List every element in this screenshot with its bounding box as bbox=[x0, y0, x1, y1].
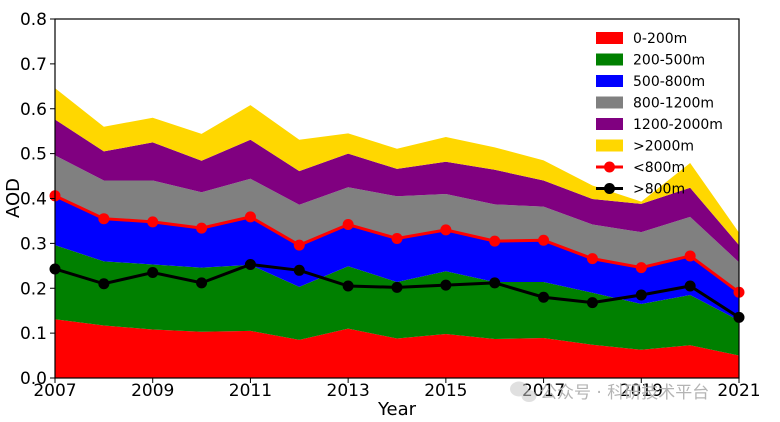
point-above-800m-2019 bbox=[635, 289, 647, 301]
point-below-800m-2017 bbox=[538, 234, 550, 246]
point-above-800m-2010 bbox=[196, 277, 208, 289]
point-above-800m-2020 bbox=[684, 280, 696, 292]
legend-label-3: 800-1200m bbox=[633, 96, 714, 112]
point-above-800m-2015 bbox=[440, 279, 452, 291]
wechat-icon bbox=[510, 381, 537, 402]
point-below-800m-2015 bbox=[440, 224, 452, 236]
legend-swatch-4 bbox=[596, 118, 623, 130]
legend-swatch-1 bbox=[596, 53, 623, 66]
legend-label-2: 500-800m bbox=[633, 74, 705, 90]
point-below-800m-2011 bbox=[244, 211, 256, 223]
x-tick-label-2019: 2019 bbox=[620, 381, 663, 401]
legend-label-4: 1200-2000m bbox=[633, 117, 723, 133]
legend-swatch-5 bbox=[596, 139, 623, 152]
area-1200-2000m-4 bbox=[55, 119, 739, 263]
point-above-800m-2011 bbox=[244, 258, 256, 270]
y-tick-label-0.5: 0.5 bbox=[20, 145, 47, 165]
y-tick-label-0.4: 0.4 bbox=[20, 190, 47, 210]
legend-swatch-3 bbox=[596, 96, 623, 109]
legend-marker-0 bbox=[604, 161, 615, 173]
point-above-800m-2013 bbox=[342, 280, 354, 292]
point-below-800m-2010 bbox=[196, 222, 208, 234]
point-above-800m-2012 bbox=[293, 264, 305, 276]
x-tick-label-2021: 2021 bbox=[717, 381, 760, 401]
point-above-800m-2016 bbox=[489, 277, 501, 289]
x-axis-ticks: 2007 2009 2011 2013 2015 2017 2019 2021 bbox=[33, 378, 761, 401]
point-above-800m-2018 bbox=[586, 297, 598, 309]
point-above-800m-2014 bbox=[391, 281, 403, 293]
point-below-800m-2016 bbox=[489, 235, 501, 247]
legend-line-label-1: >800m bbox=[633, 182, 685, 198]
area-800-1200m-3 bbox=[55, 155, 739, 293]
legend-label-5: >2000m bbox=[633, 139, 694, 155]
area-0-200m-0 bbox=[55, 319, 739, 378]
point-below-800m-2018 bbox=[586, 253, 598, 265]
legend-label-1: 200-500m bbox=[633, 53, 705, 69]
legend: 0-200m 200-500m 500-800m 800-1200m 1200-2000… bbox=[596, 31, 723, 198]
y-axis-ticks: 0.0 0.1 0.2 0.3 0.4 0.5 0.6 0.7 0.8 bbox=[20, 10, 55, 389]
y-tick-label-0.3: 0.3 bbox=[20, 234, 47, 254]
x-axis-label: Year bbox=[377, 399, 417, 420]
x-tick-label-2007: 2007 bbox=[33, 381, 76, 401]
x-tick-label-2013: 2013 bbox=[327, 381, 370, 401]
y-tick-label-0.0: 0.0 bbox=[20, 369, 47, 389]
area-500-800m-2 bbox=[55, 195, 739, 321]
y-tick-label-0.2: 0.2 bbox=[20, 279, 47, 299]
point-above-800m-2009 bbox=[147, 267, 159, 279]
point-above-800m-2008 bbox=[98, 278, 110, 290]
point-below-800m-2014 bbox=[391, 232, 403, 244]
y-tick-label-0.6: 0.6 bbox=[20, 100, 47, 120]
watermark-text: 公众号 · 科研技术平台 bbox=[540, 383, 709, 403]
x-tick-label-2009: 2009 bbox=[131, 381, 174, 401]
legend-label-0: 0-200m bbox=[633, 31, 687, 47]
watermark: 公众号 · 科研技术平台 bbox=[510, 381, 709, 403]
y-tick-label-0.7: 0.7 bbox=[20, 55, 47, 75]
legend-swatch-0 bbox=[596, 32, 623, 44]
legend-swatch-2 bbox=[596, 75, 623, 87]
point-below-800m-2020 bbox=[684, 250, 696, 262]
line-series bbox=[49, 190, 745, 323]
y-tick-label-0.1: 0.1 bbox=[20, 324, 47, 344]
area--2000m-5 bbox=[55, 88, 739, 246]
point-below-800m-2012 bbox=[293, 239, 305, 251]
y-axis-label: AOD bbox=[3, 178, 24, 218]
point-below-800m-2013 bbox=[342, 219, 354, 231]
legend-line-label-0: <800m bbox=[633, 160, 685, 176]
point-below-800m-2019 bbox=[635, 262, 647, 274]
y-tick-label-0.8: 0.8 bbox=[20, 10, 47, 30]
x-tick-label-2015: 2015 bbox=[424, 381, 467, 401]
x-tick-label-2011: 2011 bbox=[229, 381, 272, 401]
legend-marker-1 bbox=[604, 183, 615, 194]
point-above-800m-2017 bbox=[538, 291, 550, 303]
point-below-800m-2009 bbox=[147, 216, 159, 228]
point-below-800m-2008 bbox=[98, 213, 110, 225]
